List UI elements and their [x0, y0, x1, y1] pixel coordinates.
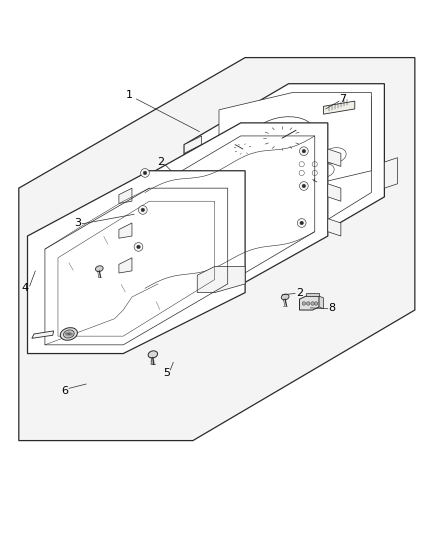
- Ellipse shape: [64, 330, 74, 338]
- Polygon shape: [119, 188, 132, 204]
- Circle shape: [314, 302, 318, 305]
- Text: 4: 4: [22, 283, 29, 293]
- Circle shape: [137, 245, 140, 249]
- Polygon shape: [184, 84, 385, 258]
- Polygon shape: [219, 92, 371, 188]
- Circle shape: [300, 182, 308, 190]
- Ellipse shape: [95, 266, 103, 272]
- Ellipse shape: [60, 328, 78, 340]
- Ellipse shape: [313, 164, 334, 178]
- Text: 3: 3: [74, 218, 81, 228]
- Polygon shape: [19, 58, 415, 441]
- Text: 6: 6: [61, 385, 68, 395]
- Polygon shape: [385, 158, 397, 188]
- Polygon shape: [119, 223, 132, 238]
- Polygon shape: [328, 184, 341, 201]
- Ellipse shape: [225, 138, 261, 161]
- Polygon shape: [119, 258, 132, 273]
- Circle shape: [302, 149, 306, 153]
- Circle shape: [300, 221, 304, 225]
- Text: 7: 7: [339, 94, 346, 104]
- Circle shape: [311, 302, 314, 305]
- Circle shape: [302, 184, 306, 188]
- Polygon shape: [184, 136, 201, 162]
- Circle shape: [143, 171, 147, 175]
- Polygon shape: [328, 149, 341, 166]
- Text: 5: 5: [163, 368, 170, 378]
- Circle shape: [141, 168, 149, 177]
- Text: 2: 2: [296, 288, 303, 297]
- Circle shape: [134, 243, 143, 251]
- Circle shape: [138, 206, 147, 214]
- Text: 8: 8: [328, 303, 336, 313]
- Text: 2: 2: [157, 157, 164, 167]
- Polygon shape: [306, 293, 319, 296]
- Polygon shape: [323, 101, 355, 114]
- Polygon shape: [319, 296, 323, 309]
- Circle shape: [302, 302, 306, 305]
- Polygon shape: [28, 171, 245, 353]
- Polygon shape: [300, 296, 319, 310]
- Text: 1: 1: [126, 90, 133, 100]
- Circle shape: [307, 302, 310, 305]
- Ellipse shape: [281, 294, 289, 300]
- Ellipse shape: [322, 148, 346, 164]
- Polygon shape: [32, 331, 53, 338]
- Polygon shape: [167, 197, 184, 232]
- Circle shape: [297, 219, 306, 228]
- Polygon shape: [132, 123, 328, 297]
- Circle shape: [141, 208, 145, 212]
- Polygon shape: [197, 266, 245, 293]
- Ellipse shape: [148, 351, 158, 358]
- Circle shape: [300, 147, 308, 156]
- Polygon shape: [328, 219, 341, 236]
- Ellipse shape: [249, 117, 315, 159]
